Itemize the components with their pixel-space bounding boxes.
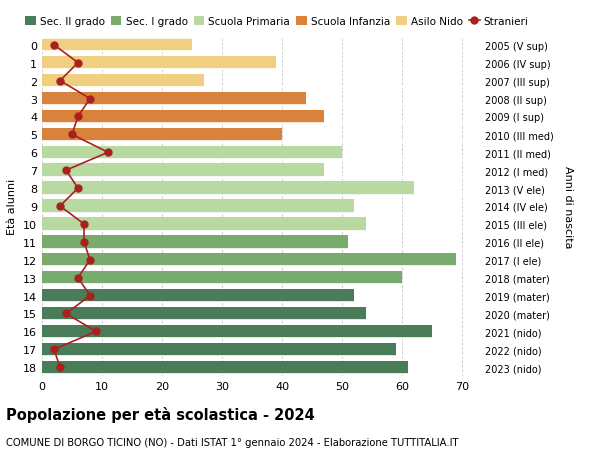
Bar xyxy=(42,129,282,142)
Bar xyxy=(42,325,432,338)
Y-axis label: Anni di nascita: Anni di nascita xyxy=(563,165,573,248)
Bar xyxy=(42,361,408,374)
Bar xyxy=(42,57,276,70)
Bar xyxy=(42,182,414,196)
Legend: Sec. II grado, Sec. I grado, Scuola Primaria, Scuola Infanzia, Asilo Nido, Stran: Sec. II grado, Sec. I grado, Scuola Prim… xyxy=(21,13,533,31)
Bar xyxy=(42,200,354,213)
Bar xyxy=(42,253,456,267)
Bar xyxy=(42,343,396,356)
Bar xyxy=(42,218,366,231)
Y-axis label: Età alunni: Età alunni xyxy=(7,179,17,235)
Bar xyxy=(42,289,354,302)
Text: Popolazione per età scolastica - 2024: Popolazione per età scolastica - 2024 xyxy=(6,406,315,422)
Bar xyxy=(42,39,192,52)
Bar xyxy=(42,271,402,285)
Text: COMUNE DI BORGO TICINO (NO) - Dati ISTAT 1° gennaio 2024 - Elaborazione TUTTITAL: COMUNE DI BORGO TICINO (NO) - Dati ISTAT… xyxy=(6,437,458,448)
Bar xyxy=(42,307,366,320)
Bar xyxy=(42,235,348,249)
Bar xyxy=(42,111,324,124)
Bar xyxy=(42,75,204,88)
Bar xyxy=(42,93,306,106)
Bar xyxy=(42,164,324,178)
Bar xyxy=(42,146,342,160)
